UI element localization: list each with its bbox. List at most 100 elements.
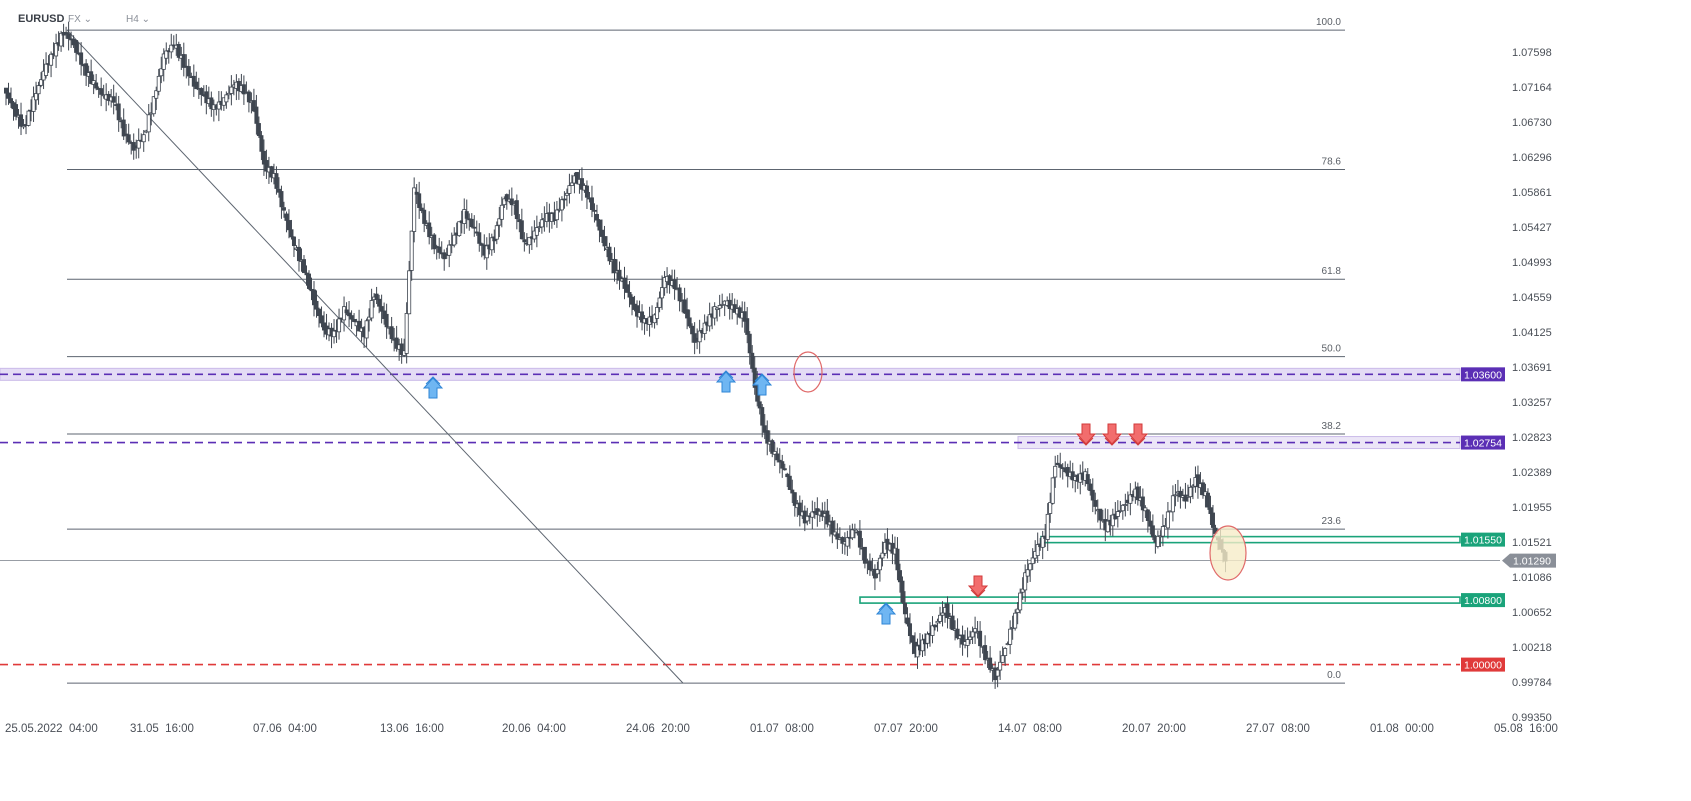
candle-body [792, 492, 797, 506]
support-zone [1040, 535, 1461, 544]
symbol-label[interactable]: EURUSD [18, 13, 65, 25]
candle-body [31, 96, 36, 112]
candle-body [845, 537, 850, 547]
down-arrow-chevron [1130, 437, 1146, 446]
candle-body [169, 44, 174, 53]
candle-body [840, 537, 845, 544]
candle-body [306, 273, 311, 289]
price-badge: 1.01550 [1461, 532, 1505, 547]
candle-body [640, 311, 645, 323]
price-badge: 1.00800 [1461, 593, 1505, 608]
candle-body [1150, 525, 1155, 538]
candle-body [554, 209, 559, 221]
up-arrow-chevron [718, 370, 734, 379]
candle-body [419, 207, 424, 212]
candle-body [1090, 489, 1095, 501]
candle-body [569, 182, 574, 186]
candle-body [988, 657, 993, 670]
candle-body [1013, 612, 1018, 629]
candle-body [199, 88, 204, 95]
candle-body [1148, 520, 1153, 527]
candle-body [264, 160, 269, 172]
timeframe-text: H4 [126, 14, 139, 25]
candle-body [1070, 471, 1075, 481]
candle-body [156, 75, 161, 92]
x-tick-label: 07.06 04:00 [253, 723, 317, 735]
candle-body [342, 306, 347, 321]
candle-body [296, 246, 301, 262]
candle-body [36, 85, 41, 95]
y-tick-label: 1.06296 [1512, 152, 1552, 164]
down-arrow-icon [1101, 423, 1123, 446]
candle-body [539, 219, 544, 228]
x-tick-label: 01.08 00:00 [1370, 723, 1434, 735]
candle-body [274, 173, 279, 189]
candle-body [176, 43, 181, 58]
candle-body [1205, 492, 1210, 508]
timeframe-selector[interactable]: H4 ⌄ [126, 14, 150, 25]
candle-body [412, 187, 417, 232]
candle-body [241, 84, 246, 95]
candle-body [825, 510, 830, 525]
candle-body [742, 311, 747, 322]
candle-body [1000, 655, 1005, 663]
candle-body [204, 91, 209, 104]
candle-body [269, 166, 274, 178]
candle-body [39, 79, 44, 86]
y-tick-label: 1.01521 [1512, 537, 1552, 549]
support-zone [859, 596, 1461, 604]
price-badges: 1.03600 1.02754 1.01550 1.00800 1.00000 1.012… [1461, 367, 1556, 672]
y-tick-label: 1.05427 [1512, 222, 1552, 234]
candle-body [875, 569, 880, 575]
fib-label: 100.0 [1316, 17, 1341, 28]
up-arrow-icon [751, 373, 773, 396]
candle-body [1023, 572, 1028, 591]
y-tick-label: 1.04993 [1512, 257, 1552, 269]
candle-body [910, 635, 915, 643]
market-label[interactable]: FX ⌄ [68, 14, 92, 25]
candle-body [414, 191, 419, 195]
candle-body [782, 468, 787, 471]
y-axis: 1.07598 1.07164 1.06730 1.06296 1.05861 1.054… [1512, 47, 1552, 724]
candle-body [697, 330, 702, 343]
candle-body [319, 315, 324, 324]
candle-body [1028, 563, 1033, 571]
candle-body [895, 548, 900, 571]
y-tick-label: 1.02389 [1512, 467, 1552, 479]
down-arrow-icon [1127, 423, 1149, 446]
y-tick-label: 1.07598 [1512, 47, 1552, 59]
candle-body [226, 92, 231, 96]
candle-body [394, 337, 399, 349]
candle-body [447, 244, 452, 256]
candle-body [66, 33, 71, 39]
fib-label: 0.0 [1327, 670, 1341, 681]
candle-body [146, 114, 151, 133]
y-tick-label: 1.01086 [1512, 572, 1552, 584]
up-arrow-chevron [425, 376, 441, 385]
candle-body [209, 97, 214, 110]
candle-body [1055, 462, 1060, 466]
candle-body [514, 200, 519, 220]
candle-body [810, 511, 815, 518]
candle-body [780, 461, 785, 469]
candle-body [1143, 507, 1148, 512]
y-tick-label: 1.02823 [1512, 432, 1552, 444]
annotations [422, 351, 1247, 625]
candle-body [635, 305, 640, 317]
candle-body [715, 307, 720, 310]
candle-body [750, 352, 755, 369]
candle-body [1040, 536, 1045, 548]
candle-body [377, 298, 382, 307]
horizontal-levels [0, 367, 1500, 666]
candle-body [1105, 520, 1110, 533]
x-tick-label: 20.07 20:00 [1122, 723, 1186, 735]
candle-body [1085, 474, 1090, 485]
candle-body [672, 279, 677, 290]
x-tick-label: 07.07 20:00 [874, 723, 938, 735]
highlight-ellipse [1209, 525, 1247, 581]
fib-label: 50.0 [1322, 344, 1342, 355]
candle-body [349, 315, 354, 320]
candle-body [775, 453, 780, 461]
badge-label: 1.01290 [1513, 556, 1551, 568]
